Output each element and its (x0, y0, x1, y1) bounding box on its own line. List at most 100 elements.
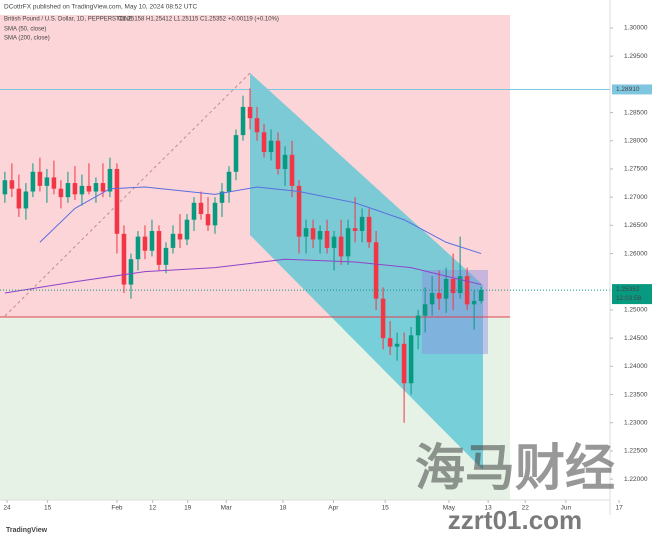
candle-body (128, 259, 134, 285)
candle-body (387, 338, 393, 347)
candle-body (324, 230, 330, 248)
candle-body (303, 228, 309, 237)
candle-body (30, 171, 36, 192)
countdown: 12:03:58 (616, 295, 642, 302)
y-tick-label: 1.24500 (624, 335, 648, 342)
x-tick-label: 22 (522, 505, 530, 512)
candle-body (247, 106, 253, 119)
candle-body (37, 171, 43, 186)
candle-body (149, 230, 155, 251)
candle-body (415, 315, 421, 336)
candle-body (289, 154, 295, 186)
candle-body (23, 191, 29, 209)
candle-body (240, 106, 246, 136)
candle-body (212, 202, 218, 226)
candle-body (100, 183, 106, 192)
candle-body (359, 216, 365, 231)
candle-body (86, 185, 92, 192)
footer-brand: TradingView (6, 527, 48, 534)
y-tick-label: 1.28500 (624, 109, 648, 116)
x-tick-label: 13 (485, 505, 493, 512)
x-tick-label: 17 (615, 505, 623, 512)
candle-body (394, 343, 400, 347)
y-tick-label: 1.23500 (624, 391, 648, 398)
candle-body (422, 304, 428, 316)
candle-body (380, 298, 386, 339)
candle-body (184, 219, 190, 240)
y-tick-label: 1.22500 (624, 448, 648, 455)
candle-body (352, 228, 358, 231)
publisher: DCottrFX published on TradingView.com, M… (4, 4, 197, 11)
candle-body (142, 236, 148, 251)
price-label-box (612, 84, 652, 95)
candle-body (9, 180, 15, 189)
x-tick-label: 12 (149, 505, 157, 512)
x-tick-label: 15 (44, 505, 52, 512)
candle-body (205, 214, 211, 226)
x-tick-label: Mar (221, 505, 233, 512)
x-tick-label: 24 (3, 505, 11, 512)
candle-body (275, 140, 281, 169)
candle-body (44, 177, 50, 186)
candle-body (135, 236, 141, 260)
candle-body (51, 177, 57, 189)
candle-body (338, 236, 344, 257)
candle-body (58, 188, 64, 198)
y-tick-label: 1.26000 (624, 250, 648, 257)
plot (0, 88, 610, 423)
candle-body (373, 242, 379, 299)
x-tick-label: 18 (279, 505, 287, 512)
candle-body (317, 230, 323, 240)
candle-body (121, 233, 127, 285)
y-tick-label: 1.26500 (624, 222, 648, 229)
candle-body (65, 183, 71, 198)
y-tick-label: 1.24000 (624, 363, 648, 370)
y-tick-label: 1.28000 (624, 137, 648, 144)
watermark-url: zzrt01.com (448, 505, 582, 535)
candle-body (282, 154, 288, 169)
candle-body (177, 233, 183, 240)
candle-body (261, 132, 267, 153)
candle-body (464, 276, 470, 305)
x-tick-label: Apr (328, 505, 339, 512)
y-tick-label: 1.29500 (624, 53, 648, 60)
candle-body (401, 343, 407, 384)
candle-body (254, 118, 260, 133)
symbol: British Pound / U.S. Dollar, 1D, PEPPERS… (4, 17, 133, 23)
last-price-label: 1.25352 (616, 286, 640, 293)
channel (250, 73, 483, 470)
candle-body (16, 188, 22, 209)
candle-body (331, 236, 337, 248)
ohlc: O1.25158 H1.25412 L1.25115 C1.25352 (118, 17, 227, 23)
candle-body (408, 335, 414, 384)
candle-body (478, 290, 484, 302)
x-tick-label: May (443, 505, 456, 512)
candle-body (219, 191, 225, 203)
candle-body (72, 183, 78, 195)
sma-line (4, 258, 482, 294)
sma-line (39, 186, 482, 255)
candle-body (471, 300, 477, 305)
candle-body (366, 216, 372, 243)
candle-body (450, 278, 456, 294)
y-tick-label: 1.30000 (624, 25, 648, 32)
candle-body (443, 278, 449, 299)
x-tick-label: 19 (184, 505, 192, 512)
y-tick-label: 1.22000 (624, 476, 648, 483)
price-label: 1.28910 (616, 86, 640, 93)
candle-body (436, 293, 442, 299)
y-tick-label: 1.25000 (624, 307, 648, 314)
change: +0.00119 (+0.10%) (228, 17, 279, 23)
x-tick-label: Jun (561, 505, 572, 512)
candle-body (163, 247, 169, 265)
candle-body (2, 180, 8, 195)
candle-body (310, 228, 316, 240)
candle-body (198, 202, 204, 215)
candle-body (268, 140, 274, 153)
last-price-box (612, 284, 652, 305)
legend-entry: SMA (200, close) (4, 36, 50, 42)
candle-body (170, 233, 176, 248)
candle-body (429, 293, 435, 305)
candle-body (93, 183, 99, 192)
